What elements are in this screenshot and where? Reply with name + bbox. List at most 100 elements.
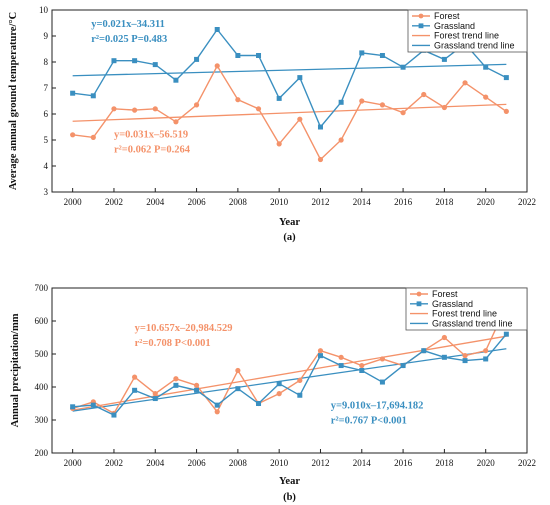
data-point — [441, 56, 447, 62]
data-point — [276, 95, 282, 101]
equation-annotation: r²=0.767 P<0.001 — [331, 415, 407, 426]
y-tick-label: 700 — [35, 283, 49, 293]
data-point — [70, 404, 76, 410]
y-tick-label: 600 — [35, 316, 49, 326]
data-point — [483, 348, 489, 354]
legend-marker — [418, 23, 424, 29]
data-point — [483, 356, 489, 362]
y-tick-label: 3 — [44, 187, 49, 197]
data-point — [214, 402, 220, 408]
data-point — [297, 392, 303, 398]
data-point — [90, 402, 96, 408]
data-point — [338, 354, 344, 360]
y-tick-label: 10 — [39, 5, 49, 15]
data-point — [483, 94, 489, 100]
x-tick-label: 2014 — [353, 197, 372, 207]
data-point — [152, 106, 158, 112]
x-tick-label: 2000 — [64, 458, 83, 468]
data-point — [235, 386, 241, 392]
x-tick-label: 2008 — [229, 458, 248, 468]
data-point — [90, 134, 96, 140]
plot-frame — [51, 287, 528, 454]
equation-annotation: y=9.010x–17,694.182 — [331, 400, 424, 411]
data-point — [379, 379, 385, 385]
y-tick-label: 6 — [44, 109, 49, 119]
y-tick-label: 5 — [44, 135, 49, 145]
legend-label: Forest trend line — [434, 31, 499, 41]
x-tick-label: 2018 — [435, 458, 454, 468]
data-point — [132, 387, 138, 393]
x-tick-label: 2022 — [518, 197, 536, 207]
data-point — [379, 356, 386, 362]
x-tick-label: 2016 — [394, 458, 413, 468]
y-axis-label: Annual precipitation/mm — [10, 313, 21, 427]
data-point — [235, 53, 241, 58]
data-point — [441, 354, 447, 360]
data-point — [503, 108, 509, 114]
data-point — [152, 391, 158, 397]
legend-label: Grassland — [434, 21, 475, 31]
panel-label: (a) — [283, 232, 296, 243]
data-point — [173, 376, 179, 382]
data-point — [483, 64, 489, 70]
y-tick-label: 400 — [35, 382, 49, 392]
x-tick-label: 2010 — [270, 458, 289, 468]
legend-label: Forest — [432, 289, 458, 299]
data-point — [152, 62, 158, 68]
data-point — [462, 80, 468, 86]
legend-marker — [418, 13, 424, 19]
data-point — [90, 93, 96, 99]
data-point — [317, 353, 323, 359]
series-line — [72, 28, 507, 129]
data-point — [194, 56, 200, 62]
data-point — [338, 363, 344, 369]
data-point — [441, 104, 447, 111]
plot-frame — [51, 9, 528, 193]
series-line — [72, 305, 507, 415]
data-point — [194, 387, 200, 393]
data-point — [421, 348, 427, 354]
data-point — [276, 141, 282, 147]
data-point — [111, 106, 117, 112]
trend-line — [72, 348, 507, 412]
data-point — [297, 116, 303, 122]
data-point — [276, 391, 282, 397]
equation-annotation: r²=0.025 P=0.483 — [91, 34, 167, 45]
series-line — [72, 64, 507, 161]
legend-marker — [416, 291, 422, 297]
x-tick-label: 2014 — [353, 458, 372, 468]
x-tick-label: 2012 — [311, 197, 329, 207]
x-tick-label: 2000 — [64, 197, 83, 207]
panel-a: 2000 2002 2004 2006 2008 2010 2012 2014 2016 2018… — [8, 5, 536, 243]
data-point — [297, 75, 303, 81]
series-line — [72, 333, 507, 416]
x-tick-label: 2012 — [311, 458, 329, 468]
x-tick-label: 2004 — [146, 458, 165, 468]
data-point — [152, 396, 158, 402]
x-tick-label: 2004 — [146, 197, 165, 207]
data-point — [214, 27, 220, 32]
data-point — [400, 64, 406, 70]
y-tick-label: 500 — [35, 349, 49, 359]
data-point — [317, 348, 324, 354]
y-tick-label: 7 — [44, 83, 49, 93]
data-point — [111, 58, 117, 64]
y-tick-label: 300 — [35, 415, 49, 425]
x-tick-label: 2020 — [477, 197, 496, 207]
trend-line — [72, 103, 507, 122]
data-point — [276, 381, 282, 387]
data-point — [338, 99, 344, 105]
data-point — [70, 132, 76, 138]
x-tick-label: 2006 — [188, 458, 207, 468]
data-point — [193, 102, 200, 108]
data-point — [503, 75, 509, 81]
equation-annotation: y=0.031x–56.519 — [114, 129, 188, 140]
data-point — [421, 91, 427, 98]
data-point — [132, 58, 138, 64]
legend-label: Grassland — [432, 299, 473, 309]
y-tick-label: 4 — [44, 161, 49, 171]
legend-label: Grassland trend line — [434, 40, 515, 50]
